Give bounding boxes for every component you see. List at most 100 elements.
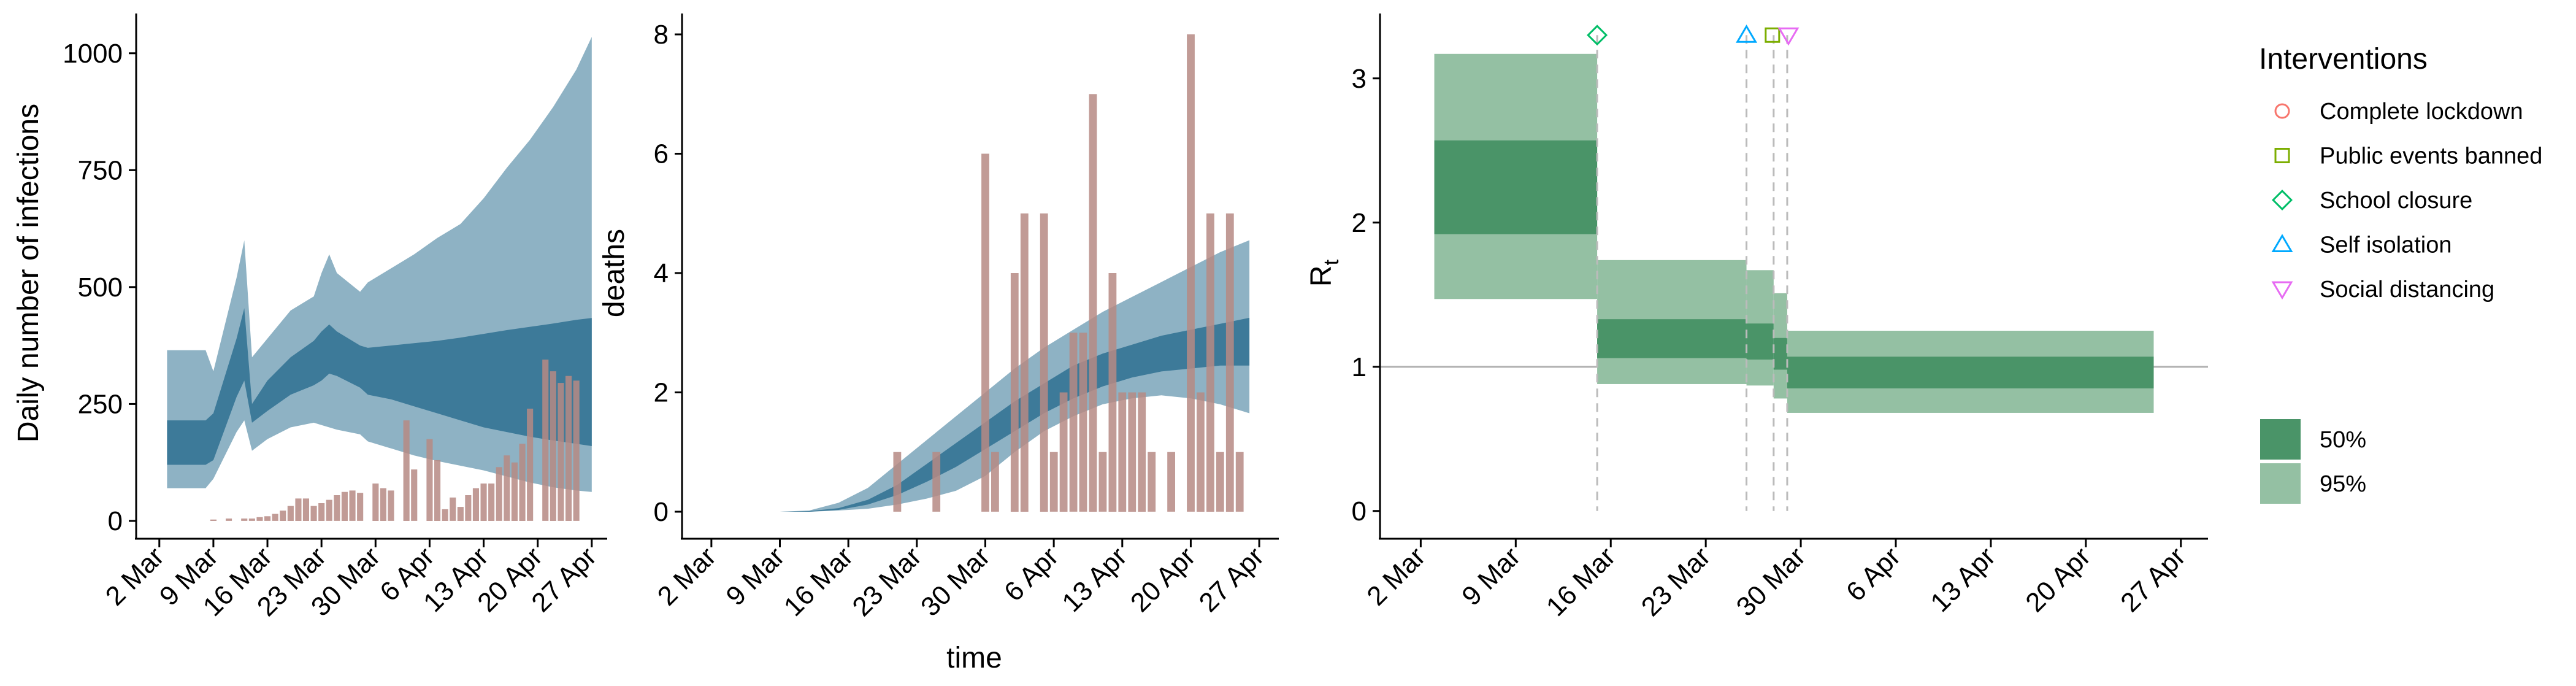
x-tick-label: 23 Mar xyxy=(846,541,927,622)
rt-band-50-4 xyxy=(1787,356,2154,388)
intervention-marker-self_isolation xyxy=(1736,24,1758,43)
legend-band-label: 50% xyxy=(2320,427,2366,453)
bar-2020-03-25 xyxy=(334,495,340,521)
bar-2020-04-07 xyxy=(434,460,441,521)
bar-2020-04-04 xyxy=(411,469,418,521)
x-tick-label: 20 Apr xyxy=(2020,541,2096,618)
x-tick-label: 27 Apr xyxy=(2115,541,2191,618)
bar-2020-04-03 xyxy=(403,420,410,521)
band-50-area xyxy=(167,308,592,465)
bar-2020-04-25 xyxy=(573,380,580,521)
bar-2020-04-06 xyxy=(426,439,433,521)
bar-2020-03-19 xyxy=(287,506,294,521)
legend-band-label: 95% xyxy=(2320,471,2366,497)
bar-2020-03-11 xyxy=(226,518,232,521)
bar-2020-04-11 xyxy=(465,495,472,521)
bar-2020-03-26 xyxy=(341,491,348,521)
bar-2020-04-21 xyxy=(542,360,549,521)
bar-2020-04-14 xyxy=(1128,392,1137,512)
y-tick-label: 2 xyxy=(1352,208,1367,238)
bar-2020-03-31 xyxy=(380,488,386,521)
y-tick-label: 0 xyxy=(654,497,669,527)
intervention-marker-school_closure xyxy=(1587,25,1608,46)
bar-2020-03-13 xyxy=(241,518,248,521)
y-tick-label: 1 xyxy=(1352,352,1367,382)
bar-2020-04-17 xyxy=(511,462,518,521)
legend-swatch-50 xyxy=(2260,419,2301,460)
bar-2020-04-08 xyxy=(442,509,448,521)
y-tick-label: 0 xyxy=(1352,496,1367,526)
rt-band-50-2 xyxy=(1746,323,1774,360)
bar-2020-03-21 xyxy=(893,452,902,512)
y-tick-label: 4 xyxy=(654,258,669,288)
legend-label: Public events banned xyxy=(2320,144,2542,169)
y-tick-label: 2 xyxy=(654,377,669,407)
y-tick-label: 6 xyxy=(654,139,669,169)
x-tick-label: 6 Apr xyxy=(1841,541,1906,607)
legend: Interventions Complete lockdown Public eve… xyxy=(2259,43,2542,504)
x-tick-label: 13 Apr xyxy=(1925,541,2001,618)
y-tick-label: 0 xyxy=(108,506,123,536)
rt-band-50-0 xyxy=(1434,140,1598,234)
x-tick-label: 16 Mar xyxy=(1541,541,1621,622)
bar-2020-04-24 xyxy=(1225,213,1234,512)
bar-2020-04-07 xyxy=(1059,392,1068,512)
legend-marker-public_events_banned xyxy=(2274,148,2290,163)
bar-2020-03-27 xyxy=(349,490,356,521)
bar-2020-04-23 xyxy=(1216,452,1224,512)
legend-marker-social_distancing xyxy=(2271,281,2293,300)
y-axis-title: Daily number of infections xyxy=(12,104,45,442)
bar-2020-03-30 xyxy=(372,484,379,521)
bar-2020-03-31 xyxy=(991,452,999,512)
legend-swatch-95 xyxy=(2260,463,2301,504)
bar-2020-04-09 xyxy=(450,497,456,521)
legend-label: Complete lockdown xyxy=(2320,99,2523,125)
intervention-marker-social_distancing xyxy=(1777,27,1800,46)
bar-2020-04-10 xyxy=(457,507,464,521)
bar-2020-04-19 xyxy=(527,409,534,521)
x-tick-label: 16 Mar xyxy=(778,541,859,622)
bar-2020-03-16 xyxy=(264,516,271,521)
y-tick-label: 750 xyxy=(78,155,123,185)
x-tick-label: 2 Mar xyxy=(1361,541,1431,611)
bar-2020-04-24 xyxy=(565,376,572,521)
bar-2020-04-16 xyxy=(504,455,510,521)
y-tick-label: 3 xyxy=(1352,64,1367,94)
rt-band-50-1 xyxy=(1597,319,1747,358)
legend-marker-school_closure xyxy=(2272,190,2293,210)
rt-band-50-3 xyxy=(1773,337,1787,370)
bar-2020-04-23 xyxy=(558,383,564,521)
y-axis-title: Rt xyxy=(1305,259,1343,287)
bar-2020-04-02 xyxy=(1010,273,1019,512)
legend-label: Self isolation xyxy=(2320,233,2451,258)
intervention-marker-public_events_banned xyxy=(1765,27,1781,43)
bar-2020-03-30 xyxy=(981,153,989,512)
bar-2020-03-18 xyxy=(280,511,286,521)
bar-2020-03-15 xyxy=(256,517,263,521)
x-tick-label: 13 Apr xyxy=(1056,541,1133,618)
bar-2020-04-05 xyxy=(1040,213,1048,512)
bar-2020-03-09 xyxy=(210,519,217,521)
bar-2020-04-09 xyxy=(1079,333,1087,512)
legend-label: School closure xyxy=(2320,188,2472,214)
bar-2020-04-13 xyxy=(480,484,487,521)
bar-2020-04-03 xyxy=(1020,213,1029,512)
x-tick-label: 6 Apr xyxy=(999,541,1064,607)
bar-2020-03-23 xyxy=(318,503,325,521)
bar-2020-04-22 xyxy=(1206,213,1214,512)
x-tick-label: 23 Mar xyxy=(1636,541,1716,622)
bar-2020-03-24 xyxy=(326,499,332,521)
bar-2020-04-18 xyxy=(519,444,526,521)
bar-2020-04-16 xyxy=(1148,452,1156,512)
y-tick-label: 500 xyxy=(78,272,123,303)
x-tick-label: 2 Mar xyxy=(100,541,170,611)
y-tick-label: 8 xyxy=(654,20,669,50)
bar-2020-03-14 xyxy=(248,518,255,521)
bar-2020-03-21 xyxy=(302,498,309,521)
x-axis-title: time xyxy=(946,642,1002,674)
bar-2020-04-10 xyxy=(1089,94,1097,512)
legend-marker-complete_lockdown xyxy=(2274,103,2290,119)
legend-label: Social distancing xyxy=(2320,277,2494,303)
